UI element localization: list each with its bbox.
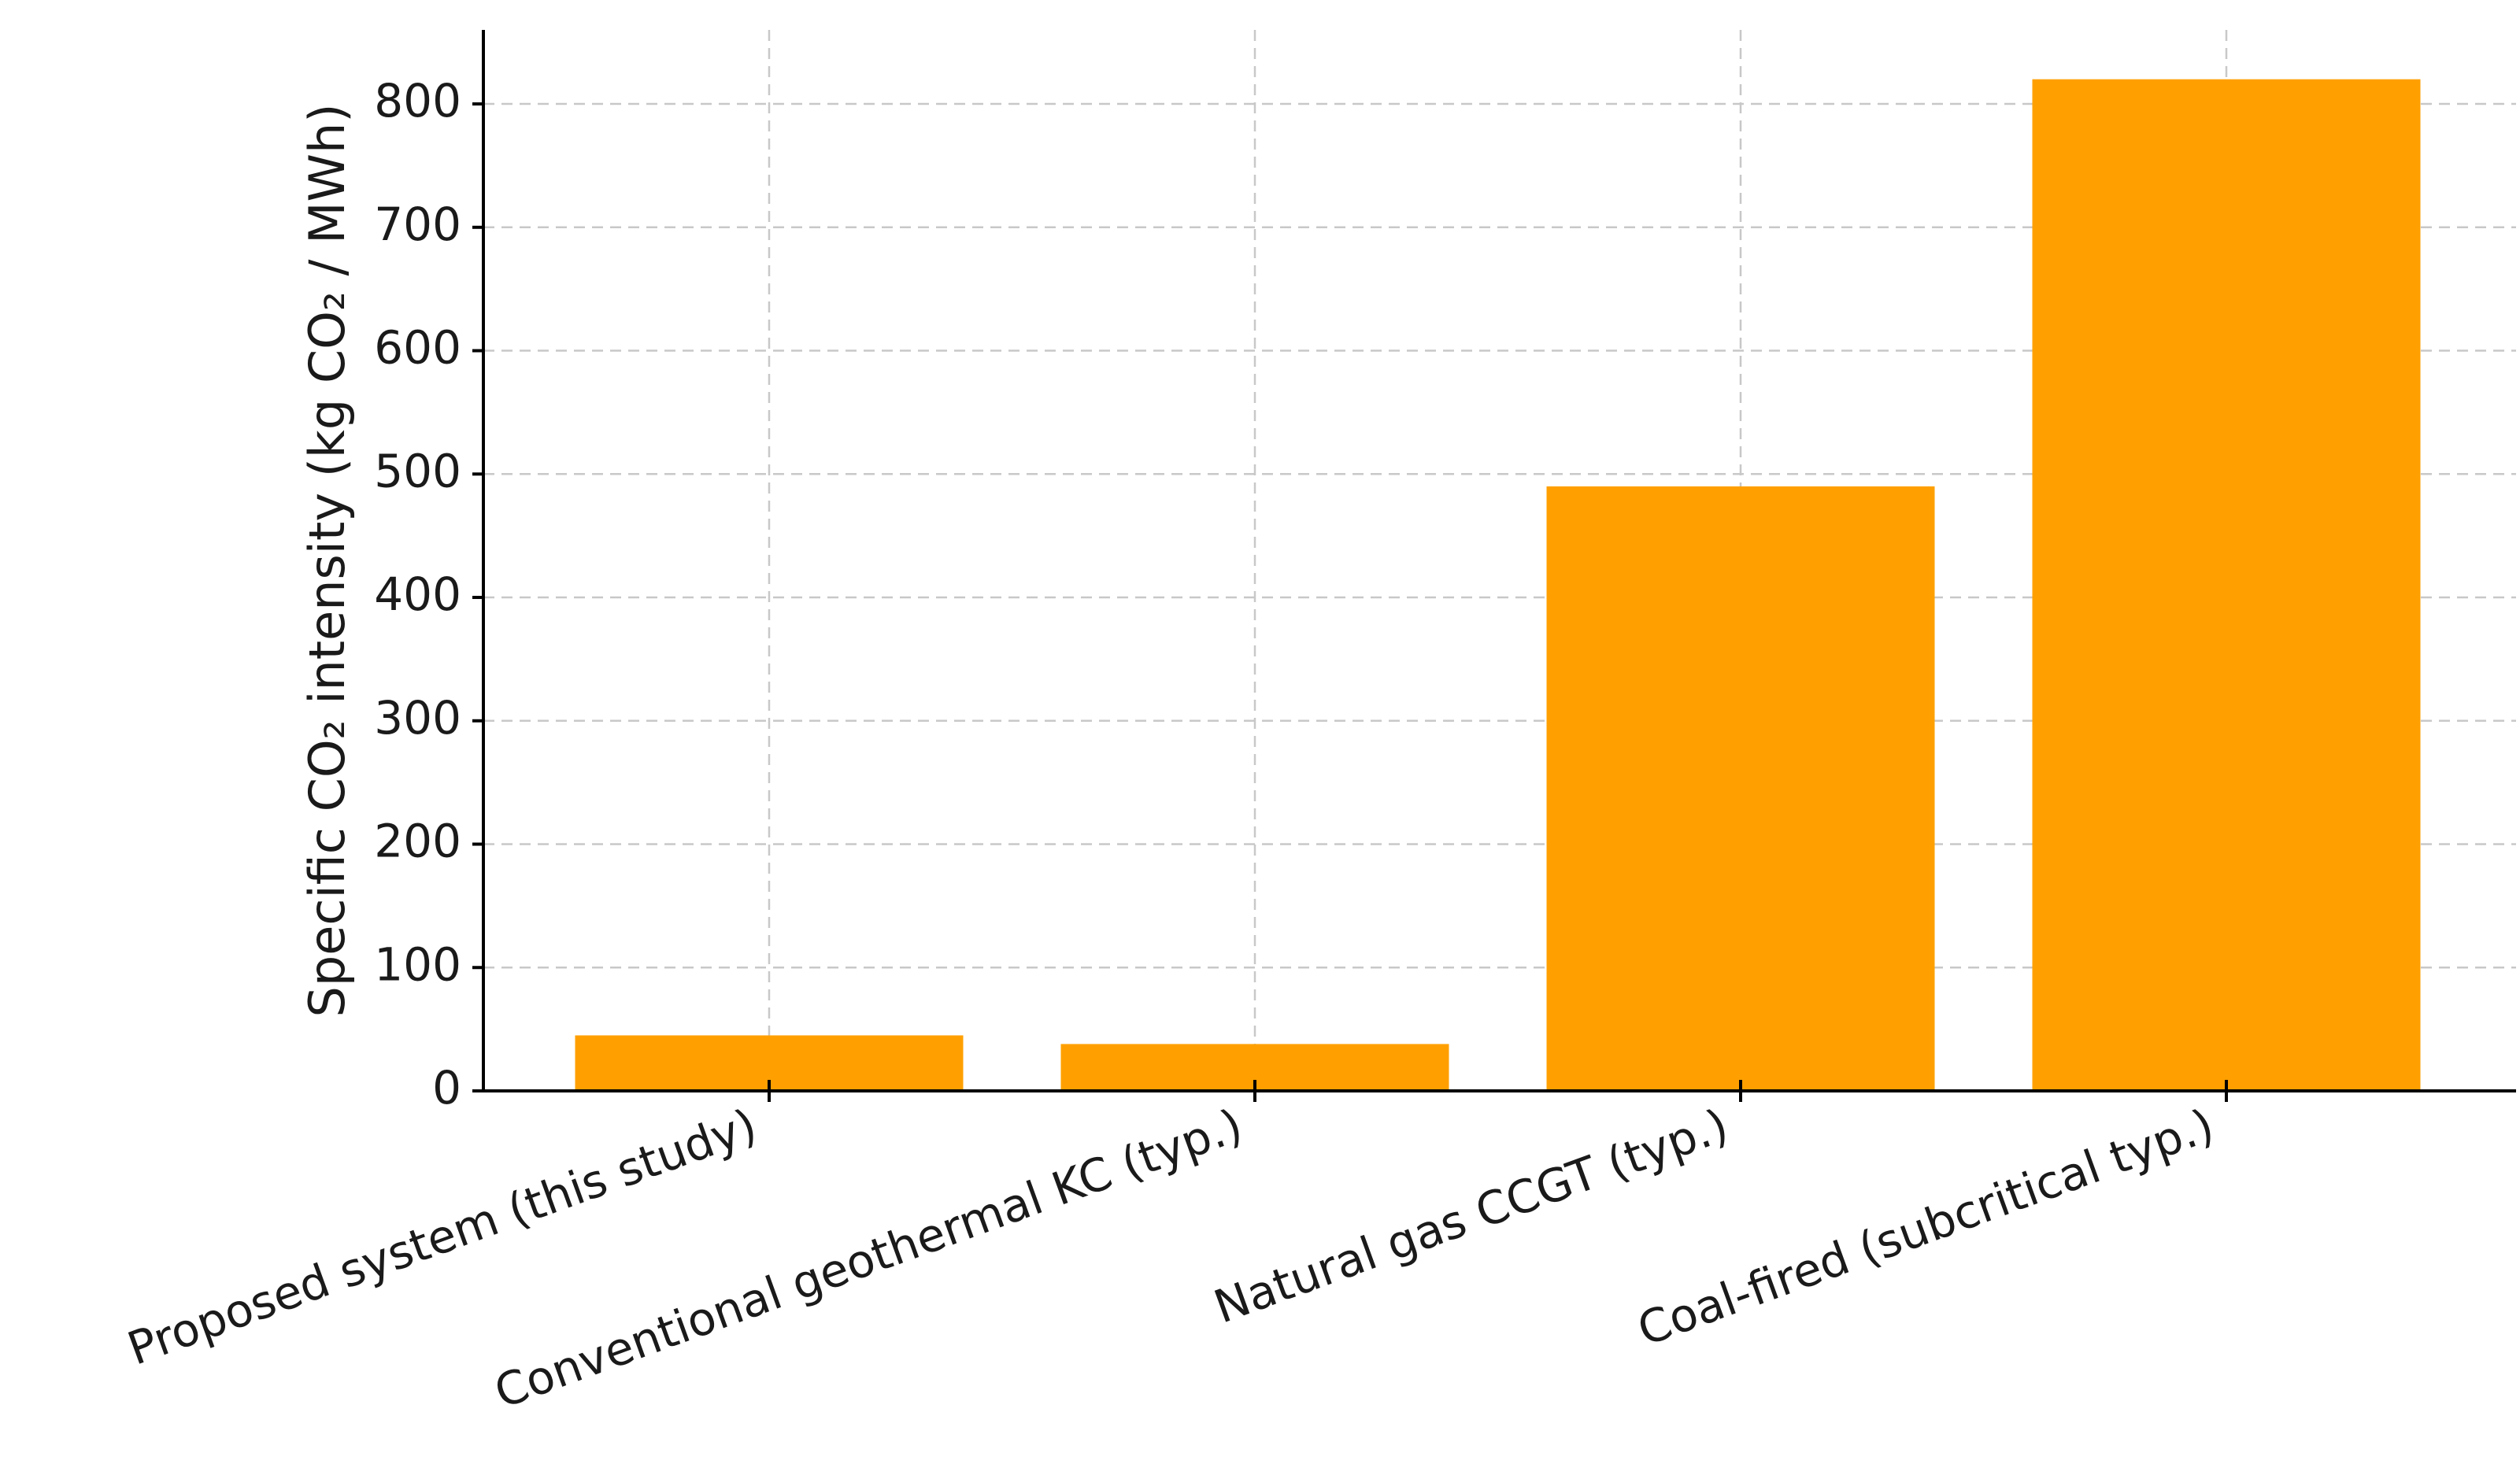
- tick-layer: [472, 102, 2228, 1102]
- y-tick-label: 200: [374, 815, 461, 868]
- y-axis-title: Specific CO₂ intensity (kg CO₂ / MWh): [298, 104, 356, 1018]
- y-tick-label: 300: [374, 691, 461, 745]
- y-tick-label: 700: [374, 198, 461, 251]
- y-tick-label: 0: [432, 1061, 461, 1115]
- bar: [1546, 486, 1935, 1091]
- bar-layer: [575, 79, 2421, 1092]
- y-tick-label: 800: [374, 74, 461, 128]
- y-tick-label: 500: [374, 444, 461, 497]
- y-tick-label: 100: [374, 937, 461, 991]
- axis-layer: [482, 30, 2516, 1092]
- y-tick-label: 600: [374, 321, 461, 375]
- x-tick-label: Conventional geothermal KC (typ.): [487, 1098, 1249, 1419]
- bar: [2032, 79, 2421, 1092]
- y-tick-label: 400: [374, 567, 461, 621]
